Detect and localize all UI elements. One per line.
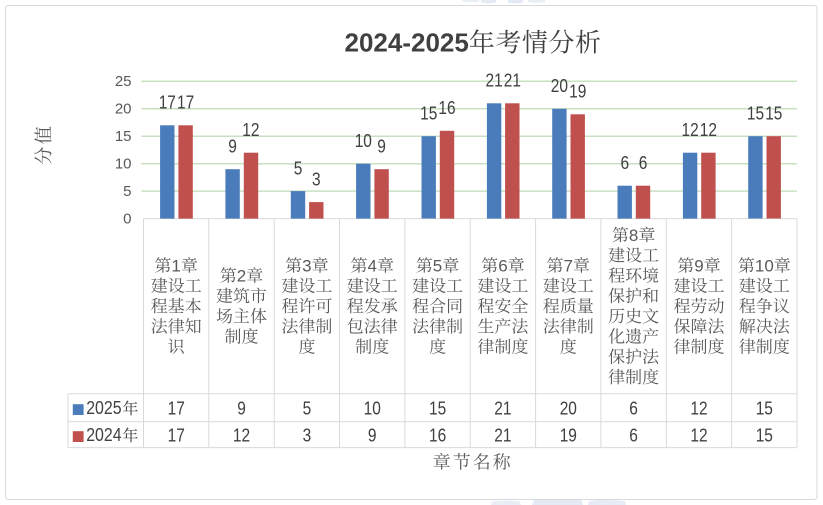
svg-text:15: 15 (420, 104, 437, 124)
svg-text:17: 17 (168, 398, 185, 418)
svg-text:7: 7 (564, 257, 573, 276)
svg-text:12: 12 (233, 425, 250, 445)
svg-text:5: 5 (303, 398, 312, 418)
svg-text:15: 15 (756, 425, 773, 445)
svg-text:9: 9 (694, 257, 703, 276)
svg-text:10: 10 (755, 257, 774, 276)
svg-text:12: 12 (690, 398, 707, 418)
svg-text:21: 21 (486, 71, 503, 91)
svg-text:17: 17 (168, 425, 185, 445)
svg-text:15: 15 (747, 104, 764, 124)
svg-text:10: 10 (355, 131, 372, 151)
svg-text:3: 3 (303, 425, 312, 445)
svg-text:5: 5 (294, 159, 303, 179)
svg-text:6: 6 (621, 153, 630, 173)
svg-text:2024: 2024 (86, 425, 121, 445)
svg-text:16: 16 (429, 425, 446, 445)
svg-text:21: 21 (494, 425, 511, 445)
svg-text:20: 20 (115, 101, 132, 118)
svg-text:17: 17 (177, 93, 194, 113)
svg-text:6: 6 (629, 425, 638, 445)
svg-text:6: 6 (498, 257, 507, 276)
svg-text:3: 3 (302, 257, 311, 276)
svg-text:21: 21 (494, 398, 511, 418)
svg-text:15: 15 (756, 398, 773, 418)
svg-text:25: 25 (115, 73, 132, 90)
svg-text:9: 9 (237, 398, 246, 418)
svg-text:20: 20 (560, 398, 577, 418)
svg-text:16: 16 (438, 98, 455, 118)
svg-text:5: 5 (123, 183, 131, 200)
svg-text:6: 6 (629, 398, 638, 418)
svg-text:5: 5 (433, 257, 442, 276)
svg-text:6: 6 (639, 153, 648, 173)
svg-text:3: 3 (312, 170, 321, 190)
svg-text:12: 12 (242, 120, 259, 140)
svg-text:19: 19 (560, 425, 577, 445)
svg-text:17: 17 (159, 93, 176, 113)
svg-text:1: 1 (171, 257, 180, 276)
svg-text:0: 0 (123, 211, 131, 228)
svg-text:21: 21 (504, 71, 521, 91)
svg-text:2025: 2025 (86, 398, 121, 418)
svg-text:10: 10 (115, 156, 132, 173)
svg-text:19: 19 (569, 82, 586, 102)
svg-text:12: 12 (682, 120, 699, 140)
svg-text:9: 9 (377, 137, 386, 157)
svg-text:9: 9 (228, 137, 237, 157)
svg-text:20: 20 (551, 76, 568, 96)
svg-text:2024-2025: 2024-2025 (345, 28, 469, 58)
svg-text:9: 9 (368, 425, 377, 445)
svg-text:15: 15 (429, 398, 446, 418)
svg-text:4: 4 (368, 257, 377, 276)
svg-text:10: 10 (364, 398, 381, 418)
svg-text:2: 2 (237, 267, 246, 286)
svg-text:8: 8 (629, 226, 638, 245)
svg-text:15: 15 (115, 128, 132, 145)
svg-text:12: 12 (700, 120, 717, 140)
svg-text:15: 15 (765, 104, 782, 124)
svg-text:12: 12 (690, 425, 707, 445)
